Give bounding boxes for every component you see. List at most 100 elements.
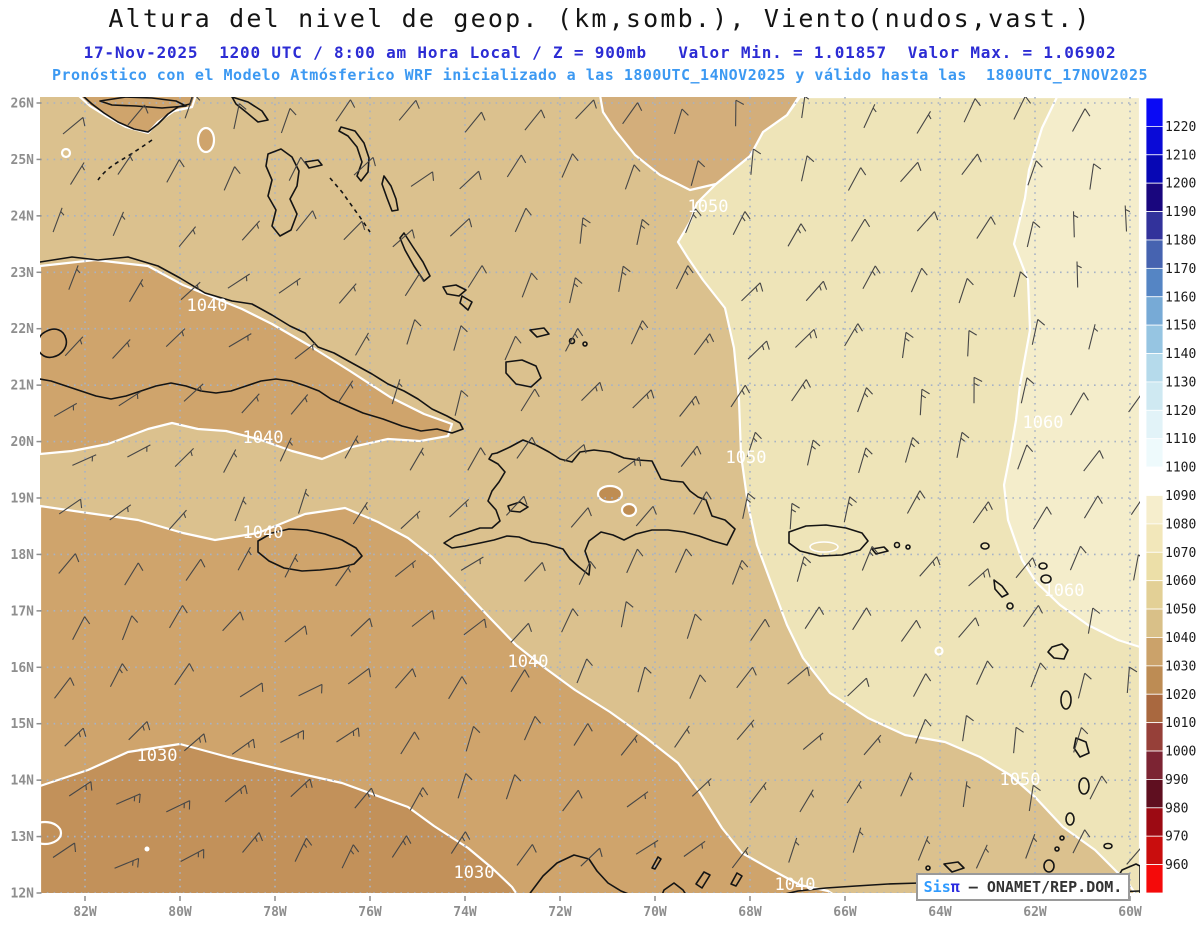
wind-barb	[185, 558, 206, 581]
wind-barb	[852, 827, 864, 853]
coast-guajira	[529, 854, 629, 893]
wind-barb	[847, 167, 867, 191]
contour-line-extras	[40, 147, 944, 852]
wind-barb	[298, 683, 323, 697]
wind-barb	[635, 505, 657, 527]
contour-label: 1040	[775, 875, 816, 895]
wind-barb	[290, 778, 313, 798]
wind-barb	[731, 846, 749, 869]
coast-crooked	[442, 284, 467, 297]
colorbar-label: 1020	[1165, 688, 1196, 703]
wind-barb	[693, 333, 715, 356]
wind-barb	[799, 789, 815, 813]
fill-mountain-patch-2	[620, 502, 638, 518]
wind-barb	[913, 673, 932, 697]
wind-barb	[54, 677, 75, 699]
wind-barb	[337, 380, 354, 403]
colorbar-block	[1145, 239, 1164, 269]
wind-barb	[1083, 450, 1104, 472]
wind-barb	[231, 738, 256, 755]
coast-virgin-islands-1	[893, 541, 901, 549]
wind-barb	[280, 108, 297, 134]
wind-barb	[354, 787, 376, 809]
colorbar-block	[1145, 97, 1164, 127]
coast-grenada	[1043, 859, 1055, 873]
wind-barb	[1026, 221, 1041, 248]
wind-barb	[127, 444, 151, 458]
wind-barb	[114, 857, 140, 869]
wind-barb	[341, 844, 360, 869]
colorbar-block	[1145, 779, 1164, 809]
wind-barb	[72, 616, 91, 640]
wind-barbs-layer	[52, 97, 1140, 869]
wind-barb	[278, 277, 301, 294]
coast-vieques	[871, 546, 889, 555]
colorbar-block	[1145, 864, 1164, 894]
wind-barb	[166, 159, 185, 183]
wind-barb	[352, 501, 369, 525]
wind-barb	[239, 682, 264, 698]
wind-barb	[516, 436, 537, 459]
colorbar-label: 1210	[1165, 148, 1196, 163]
lon-axis-label: 62W	[1023, 905, 1047, 920]
contour-label: 1060	[1044, 581, 1085, 601]
wind-barb	[406, 319, 422, 345]
wind-barb	[1083, 495, 1103, 519]
wind-barb	[750, 781, 767, 804]
wind-barb	[109, 504, 132, 521]
wind-barb	[237, 547, 252, 571]
wind-barb	[806, 439, 821, 466]
wind-barb	[505, 495, 528, 516]
wind-barb	[454, 390, 469, 416]
wind-barb	[411, 610, 435, 627]
coast-dominica	[1060, 690, 1072, 710]
wind-barb	[563, 444, 587, 462]
wind-barb	[410, 171, 435, 187]
coast-florida-keys	[97, 139, 153, 181]
contour-label: 1040	[508, 652, 549, 672]
wind-barb	[297, 488, 310, 514]
lon-axis-label: 60W	[1118, 905, 1142, 920]
wind-barb	[569, 277, 583, 304]
coast-grenadines-1	[1059, 835, 1065, 841]
coast-exuma-chain	[329, 177, 371, 233]
wind-barb	[70, 162, 85, 185]
wind-barb	[53, 402, 78, 417]
wind-barb	[1013, 726, 1024, 754]
colorbar-block	[1145, 495, 1164, 525]
wind-barb	[116, 793, 141, 805]
wind-barb	[1126, 666, 1138, 694]
wind-barb	[510, 622, 533, 643]
fill-band-1060-1070	[1002, 97, 1140, 649]
wind-barb	[863, 104, 877, 129]
wind-barb	[62, 116, 86, 135]
colorbar-block	[1145, 637, 1164, 667]
wind-barb	[578, 560, 597, 585]
colorbar-block	[1145, 267, 1164, 298]
watermark-pi-icon: π	[950, 878, 960, 896]
wind-barb	[1089, 163, 1102, 190]
wind-barb	[521, 272, 538, 298]
lon-axis-label: 72W	[548, 905, 572, 920]
coast-new-providence	[304, 159, 323, 169]
lat-axis-label: 19N	[11, 492, 35, 507]
wind-barb	[284, 553, 299, 578]
wind-barb	[58, 498, 83, 515]
wind-barb	[52, 207, 65, 233]
lat-axis-label: 12N	[11, 887, 35, 902]
lat-axis-label: 26N	[11, 97, 35, 112]
wind-barb	[673, 108, 689, 135]
contour-label: 1060	[1023, 413, 1064, 433]
colorbar-block	[1145, 665, 1164, 695]
fill-topmid-patch	[599, 97, 801, 192]
wind-barb	[1032, 506, 1052, 530]
watermark-org: – ONAMET/REP.DOM.	[959, 878, 1123, 896]
wind-barb	[636, 218, 650, 246]
fill-band-1050-1060	[676, 97, 1140, 893]
coast-puerto-rico	[788, 524, 869, 557]
wind-barb	[919, 556, 941, 577]
lon-axis-label: 76W	[358, 905, 382, 920]
wind-barb	[742, 492, 756, 519]
wind-barb	[561, 153, 579, 178]
wind-barb	[1070, 392, 1089, 416]
